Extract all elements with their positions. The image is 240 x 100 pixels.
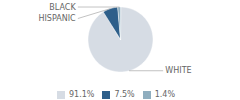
svg-text:BLACK: BLACK [49,3,76,12]
html-text:7.5%: 7.5% [114,90,135,99]
html-text:91.1%: 91.1% [69,90,95,99]
svg-text:WHITE: WHITE [165,66,191,75]
svg-text:HISPANIC: HISPANIC [38,14,76,23]
html-text:1.4%: 1.4% [154,90,175,99]
